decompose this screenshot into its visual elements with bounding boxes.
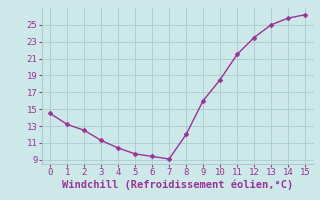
X-axis label: Windchill (Refroidissement éolien,°C): Windchill (Refroidissement éolien,°C) (62, 180, 293, 190)
